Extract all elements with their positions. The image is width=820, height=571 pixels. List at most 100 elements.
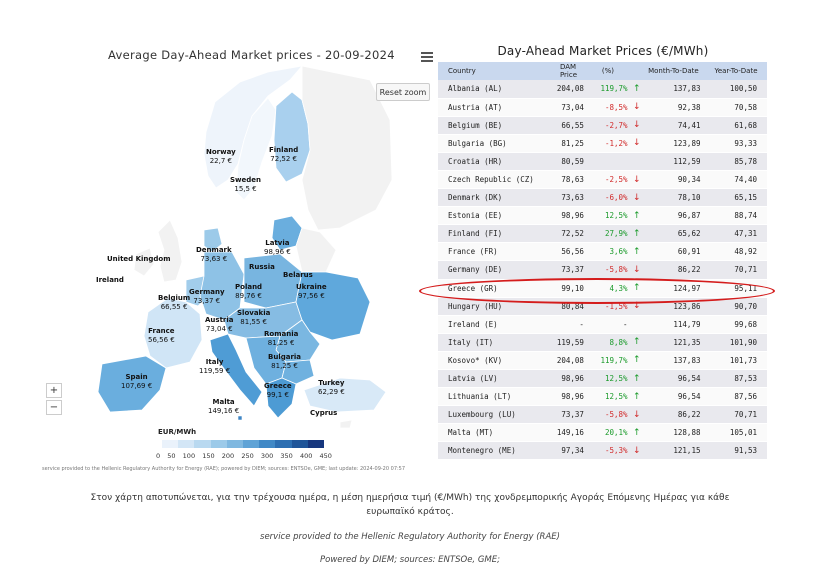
map-region-spain[interactable]: [97, 355, 167, 413]
legend-tick: 450: [319, 452, 332, 460]
hamburger-menu-icon[interactable]: [421, 52, 433, 62]
month-to-date-cell: 96,54: [644, 369, 705, 389]
prices-table: Country DAM Price (%) Month-To-Date Year…: [438, 62, 767, 461]
dam-price-cell: -: [537, 315, 588, 334]
legend-swatch: [210, 440, 227, 448]
month-to-date-cell: 86,22: [644, 405, 705, 425]
table-row[interactable]: Kosovo* (KV) 204,08 119,7% ↑ 137,83 101,73: [438, 351, 767, 371]
year-to-date-cell: 90,70: [704, 297, 767, 316]
table-row[interactable]: Denmark (DK) 73,63 -6,0% ↓ 78,10 65,15: [438, 188, 767, 208]
month-to-date-cell: 124,97: [644, 279, 705, 298]
table-row[interactable]: Finland (FI) 72,52 27,9% ↑ 65,62 47,31: [438, 224, 767, 244]
legend-title: EUR/MWh: [158, 428, 197, 436]
table-row[interactable]: Belgium (BE) 66,55 -2,7% ↓ 74,41 61,68: [438, 116, 767, 135]
map-region-belarus[interactable]: [295, 227, 337, 273]
year-to-date-cell: 47,31: [704, 224, 767, 244]
year-to-date-cell: 70,71: [704, 405, 767, 425]
country-cell: Luxembourg (LU): [438, 405, 538, 425]
month-to-date-cell: 137,83: [644, 80, 705, 99]
prices-table-panel: Day-Ahead Market Prices (€/MWh) Country …: [438, 40, 768, 461]
percent-cell: 20,1%: [587, 423, 630, 443]
table-row[interactable]: Ireland (E) - -114,79 99,68: [438, 315, 767, 334]
table-row[interactable]: Lithuania (LT) 98,96 12,5% ↑ 96,54 87,56: [438, 387, 767, 407]
col-percent[interactable]: (%): [587, 62, 645, 80]
map-label-spain: Spain 107,69 €: [121, 373, 153, 390]
country-cell: Austria (AT): [438, 98, 538, 117]
map-label-poland: Poland 89,76 €: [235, 283, 263, 300]
europe-choropleth-map[interactable]: [40, 40, 432, 472]
country-cell: Albania (AL): [438, 80, 538, 99]
map-region-sweden[interactable]: [235, 97, 277, 201]
map-label-france: France 56,56 €: [148, 327, 175, 344]
arrow-up-icon: ↑: [629, 369, 645, 389]
month-to-date-cell: 123,86: [644, 297, 705, 316]
col-country[interactable]: Country: [438, 62, 538, 80]
percent-cell: 3,6%: [587, 242, 630, 262]
zoom-out-button[interactable]: −: [46, 400, 62, 415]
col-dam-price[interactable]: DAM Price: [537, 62, 588, 80]
legend-swatch: [194, 440, 211, 448]
table-row[interactable]: France (FR) 56,56 3,6% ↑ 60,91 48,92: [438, 242, 767, 262]
map-region-ireland[interactable]: [133, 247, 155, 277]
dam-price-cell: 97,34: [537, 441, 588, 461]
map-region-finland[interactable]: [273, 91, 311, 183]
table-row[interactable]: Hungary (HU) 80,84 -1,5% ↓ 123,86 90,70: [438, 297, 767, 316]
reset-zoom-button[interactable]: Reset zoom: [376, 83, 430, 101]
month-to-date-cell: 90,34: [644, 170, 705, 190]
table-row[interactable]: Germany (DE) 73,37 -5,8% ↓ 86,22 70,71: [438, 260, 767, 280]
country-cell: Kosovo* (KV): [438, 351, 538, 371]
month-to-date-cell: 137,83: [644, 351, 705, 371]
arrow-empty: [629, 315, 645, 334]
map-region-turkey[interactable]: [303, 377, 387, 413]
legend-tick: 150: [202, 452, 215, 460]
table-row[interactable]: Albania (AL) 204,08 119,7% ↑ 137,83 100,50: [438, 80, 767, 99]
legend-swatch: [275, 440, 292, 448]
map-region-italy[interactable]: [209, 333, 263, 407]
dam-price-cell: 99,10: [537, 279, 588, 298]
year-to-date-cell: 48,92: [704, 242, 767, 262]
legend-tick: 250: [241, 452, 254, 460]
map-region-denmark[interactable]: [203, 227, 223, 253]
map-label-russia: Russia: [249, 263, 275, 271]
table-row[interactable]: Czech Republic (CZ) 78,63 -2,5% ↓ 90,34 74,40: [438, 170, 767, 190]
arrow-down-icon: ↓: [629, 405, 645, 425]
map-region-cyprus[interactable]: [339, 419, 353, 429]
col-month-to-date[interactable]: Month-To-Date: [644, 62, 705, 80]
arrow-up-icon: ↑: [629, 279, 645, 298]
percent-cell: 119,7%: [587, 351, 630, 371]
col-year-to-date[interactable]: Year-To-Date: [704, 62, 767, 80]
country-cell: Belgium (BE): [438, 116, 538, 135]
dam-price-cell: 149,16: [537, 423, 588, 443]
table-row[interactable]: Italy (IT) 119,59 8,8% ↑ 121,35 101,90: [438, 333, 767, 352]
table-row[interactable]: Bulgaria (BG) 81,25 -1,2% ↓ 123,89 93,33: [438, 134, 767, 153]
table-row[interactable]: Malta (MT) 149,16 20,1% ↑ 128,88 105,01: [438, 423, 767, 443]
map-region-malta[interactable]: [237, 415, 243, 421]
country-cell: Montenegro (ME): [438, 441, 538, 461]
dam-price-cell: 73,04: [537, 98, 588, 117]
map-region-bulgaria[interactable]: [281, 359, 315, 385]
map-region-greece[interactable]: [265, 377, 297, 419]
year-to-date-cell: 87,56: [704, 387, 767, 407]
dam-price-cell: 80,84: [537, 297, 588, 316]
table-row[interactable]: Luxembourg (LU) 73,37 -5,8% ↓ 86,22 70,71: [438, 405, 767, 425]
table-row[interactable]: Estonia (EE) 98,96 12,5% ↑ 96,87 88,74: [438, 206, 767, 226]
map-region-russia[interactable]: [301, 65, 393, 231]
map-label-sweden: Sweden 15,5 €: [230, 176, 261, 193]
map-region-ukraine[interactable]: [295, 271, 371, 341]
table-row[interactable]: Montenegro (ME) 97,34 -5,3% ↓ 121,15 91,53: [438, 441, 767, 461]
country-cell: Hungary (HU): [438, 297, 538, 316]
country-cell: Italy (IT): [438, 333, 538, 352]
map-region-uk[interactable]: [157, 219, 183, 283]
legend-tick: 100: [182, 452, 196, 460]
map-label-slovakia: Slovakia 81,55 €: [237, 309, 271, 326]
table-row[interactable]: Austria (AT) 73,04 -8,5% ↓ 92,38 70,58: [438, 98, 767, 117]
map-label-turkey: Turkey 62,29 €: [318, 379, 345, 396]
table-row[interactable]: Greece (GR) 99,10 4,3% ↑ 124,97 95,11: [438, 279, 767, 298]
table-row[interactable]: Latvia (LV) 98,96 12,5% ↑ 96,54 87,53: [438, 369, 767, 389]
dam-price-cell: 119,59: [537, 333, 588, 352]
map-region-france[interactable]: [143, 297, 203, 369]
percent-cell: 12,5%: [587, 387, 630, 407]
zoom-in-button[interactable]: +: [46, 383, 62, 398]
table-row[interactable]: Croatia (HR) 80,59 112,59 85,78: [438, 152, 767, 171]
country-cell: Finland (FI): [438, 224, 538, 244]
